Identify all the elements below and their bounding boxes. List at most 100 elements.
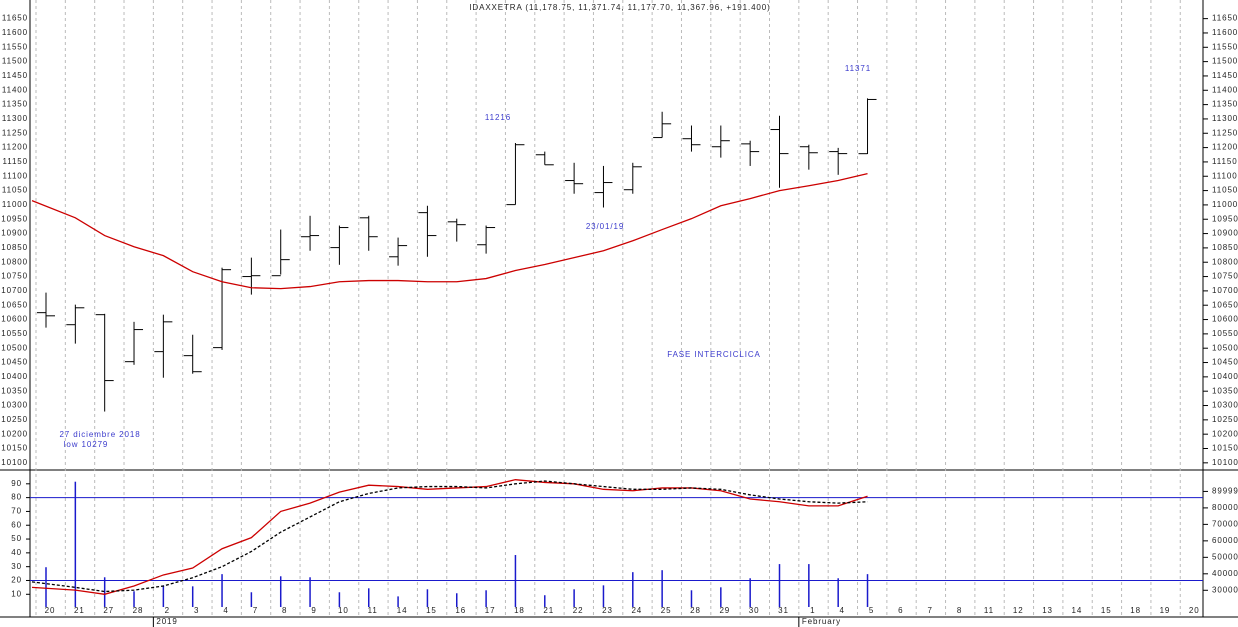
y-tick-label-right: 10850 <box>1212 243 1238 252</box>
y-tick-label-right: 11050 <box>1212 186 1238 195</box>
y-tick-label-right: 11000 <box>1212 200 1238 209</box>
y-tick-label-right: 10550 <box>1212 329 1238 338</box>
y-tick-label: 30 <box>11 562 22 571</box>
y-tick-label-right: 10750 <box>1212 272 1238 281</box>
x-tick-label: 30 <box>749 606 760 615</box>
y-tick-label: 20 <box>11 576 22 585</box>
y-tick-label-right: 11200 <box>1212 143 1238 152</box>
y-tick-label-right: 10800 <box>1212 257 1238 266</box>
y-tick-label: 70 <box>11 507 22 516</box>
y-tick-label: 50 <box>11 534 22 543</box>
x-tick-label: 13 <box>1042 606 1053 615</box>
y2-tick-label: 50000 <box>1212 552 1238 561</box>
y-tick-label: 11400 <box>2 85 28 94</box>
x-tick-label: 15 <box>426 606 437 615</box>
y-tick-label-right: 10250 <box>1212 415 1238 424</box>
x-tick-label: 6 <box>898 606 903 615</box>
x-tick-label: 21 <box>74 606 85 615</box>
x-tick-label: 11 <box>984 606 994 615</box>
x-tick-label: 27 <box>103 606 114 615</box>
y2-tick-label: 70000 <box>1212 519 1238 528</box>
x-tick-label: 23 <box>602 606 613 615</box>
y-tick-label: 10650 <box>1 300 28 309</box>
y-tick-label: 10200 <box>1 429 28 438</box>
x-tick-label: 28 <box>133 606 144 615</box>
x-tick-label: 20 <box>45 606 56 615</box>
x-tick-label: 3 <box>194 606 199 615</box>
y-tick-label: 11200 <box>2 143 28 152</box>
x-tick-label: 20 <box>1189 606 1200 615</box>
y-tick-label: 60 <box>11 520 22 529</box>
y-tick-label: 11650 <box>2 14 28 23</box>
y-tick-label-right: 10700 <box>1212 286 1238 295</box>
x-tick-label: 24 <box>631 606 642 615</box>
y-tick-label: 11350 <box>2 100 28 109</box>
y-tick-label: 11050 <box>2 186 28 195</box>
annotation: 23/01/19 <box>586 222 624 231</box>
y-tick-label: 10150 <box>1 444 28 453</box>
x-tick-label: 8 <box>957 606 962 615</box>
y-tick-label: 10 <box>11 589 22 598</box>
oscillator-line <box>31 479 868 595</box>
y-tick-label-right: 11300 <box>1212 114 1238 123</box>
x-tick-label: 4 <box>223 606 228 615</box>
y2-tick-label: 80000 <box>1212 503 1238 512</box>
x-tick-label: 29 <box>719 606 730 615</box>
y-tick-label: 10900 <box>1 229 28 238</box>
month-label: 2019 <box>156 617 177 626</box>
x-tick-label: 2 <box>165 606 170 615</box>
y-tick-label: 10100 <box>1 458 28 467</box>
y2-tick-label: 40000 <box>1212 569 1238 578</box>
y-tick-label: 11500 <box>2 57 28 66</box>
annotation: 27 diciembre 2018 <box>59 430 140 439</box>
y-tick-label: 11300 <box>2 114 28 123</box>
y-tick-label-right: 10600 <box>1212 315 1238 324</box>
y-tick-label-right: 10200 <box>1212 429 1238 438</box>
y-tick-label-right: 10650 <box>1212 300 1238 309</box>
y-tick-label: 10950 <box>1 214 28 223</box>
y-tick-label-right: 11100 <box>1212 171 1238 180</box>
x-tick-label: 8 <box>282 606 287 615</box>
y-tick-label-right: 10400 <box>1212 372 1238 381</box>
y-tick-label: 10350 <box>1 386 28 395</box>
y-tick-label: 10500 <box>1 343 28 352</box>
x-tick-label: 19 <box>1160 606 1171 615</box>
y-tick-label-right: 11350 <box>1212 100 1238 109</box>
y-tick-label: 11100 <box>2 171 28 180</box>
y-tick-label: 11550 <box>2 42 28 51</box>
x-tick-label: 17 <box>485 606 496 615</box>
y-tick-label: 10850 <box>1 243 28 252</box>
y-tick-label: 10300 <box>1 401 28 410</box>
x-tick-label: 22 <box>573 606 584 615</box>
annotation: 11371 <box>845 64 871 73</box>
x-tick-label: 18 <box>1130 606 1141 615</box>
y-tick-label-right: 10100 <box>1212 458 1238 467</box>
y-tick-label: 11250 <box>2 128 28 137</box>
y-tick-label: 10450 <box>1 358 28 367</box>
y-tick-label-right: 11650 <box>1212 14 1238 23</box>
y2-tick-label: 60000 <box>1212 536 1238 545</box>
x-tick-label: 1 <box>810 606 815 615</box>
y-tick-label-right: 10350 <box>1212 386 1238 395</box>
x-tick-label: 5 <box>869 606 874 615</box>
x-tick-label: 10 <box>338 606 349 615</box>
y-tick-label-right: 10450 <box>1212 358 1238 367</box>
y-tick-label-right: 11600 <box>1212 28 1238 37</box>
y-tick-label: 10700 <box>1 286 28 295</box>
x-tick-label: 25 <box>661 606 672 615</box>
month-label: February <box>802 617 841 626</box>
y-tick-label: 90 <box>11 479 22 488</box>
y-tick-label: 11600 <box>2 28 28 37</box>
x-tick-label: 12 <box>1013 606 1024 615</box>
y-tick-label: 11150 <box>2 157 28 166</box>
y-tick-label-right: 10300 <box>1212 401 1238 410</box>
moving-average <box>31 173 868 290</box>
chart-title: IDAXXETRA (11,178.75, 11,371.74, 11,177.… <box>469 3 770 12</box>
y-tick-label: 11000 <box>2 200 28 209</box>
y-tick-label-right: 11550 <box>1212 42 1238 51</box>
y-tick-label-right: 11400 <box>1212 85 1238 94</box>
y-tick-label-right: 10900 <box>1212 229 1238 238</box>
y-tick-label-right: 10950 <box>1212 214 1238 223</box>
y-tick-label: 10400 <box>1 372 28 381</box>
